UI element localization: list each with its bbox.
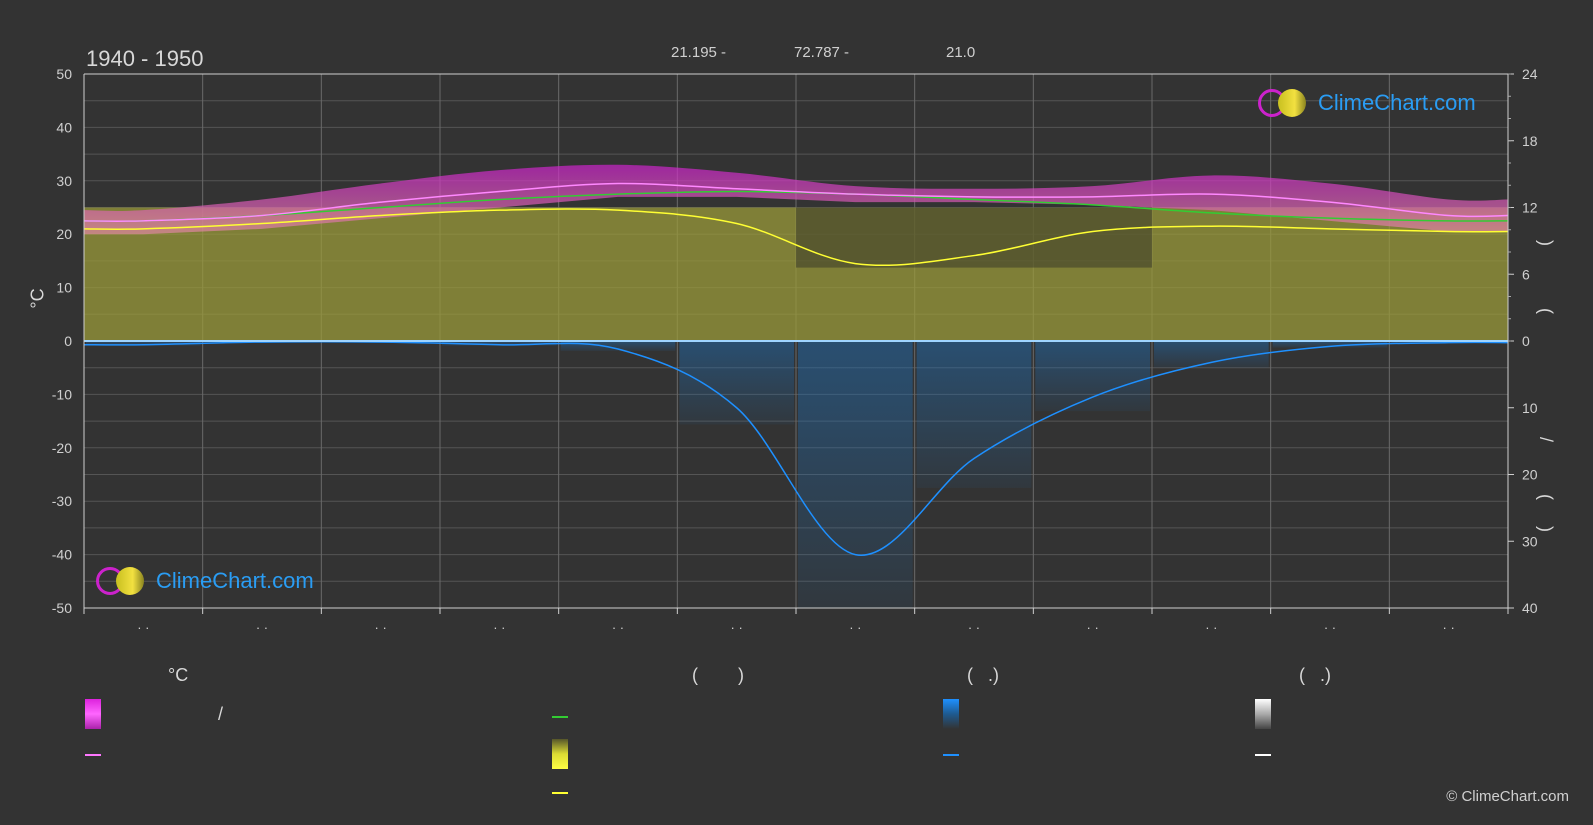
- logo-top[interactable]: ClimeChart.com: [1258, 86, 1476, 120]
- legend-snow-head: ( .): [1299, 665, 1331, 685]
- right-tick-label-hours: 6: [1522, 266, 1530, 282]
- sunshine-shade: [914, 207, 1034, 268]
- precip-bar: [679, 341, 794, 425]
- logo-top-text: ClimeChart.com: [1318, 90, 1476, 115]
- legend-temperature-head: °C: [168, 665, 189, 685]
- month-label: · ·: [1324, 620, 1336, 635]
- legend-snow-swatch: [1255, 699, 1271, 729]
- logo-icon: [1258, 86, 1314, 120]
- left-tick-label: 50: [56, 66, 72, 82]
- legend-sun-head: ( ): [692, 665, 744, 685]
- precip-bar: [560, 341, 676, 352]
- legend-temp-slash: /: [218, 704, 224, 724]
- right-tick-label-hours: 0: [1522, 333, 1530, 349]
- month-label: · ·: [1443, 620, 1455, 635]
- precip-bar: [1272, 341, 1388, 348]
- temp-mean-line: [84, 182, 1508, 222]
- left-tick-label: 30: [56, 173, 72, 189]
- month-label: · ·: [612, 620, 624, 635]
- left-tick-label: 40: [56, 119, 72, 135]
- legend-snow-line-swatch: [1255, 754, 1271, 756]
- left-tick-label: -40: [52, 547, 72, 563]
- legend-rain-head: ( .): [967, 665, 999, 685]
- sunshine-shade: [796, 207, 915, 268]
- precip-bar: [1035, 341, 1150, 412]
- right-tick-label-mm: 30: [1522, 533, 1538, 549]
- left-tick-label: -10: [52, 386, 72, 402]
- elevation-label: 21.0: [946, 44, 976, 61]
- legend-rain-swatch: [943, 699, 959, 729]
- precip-bar: [916, 341, 1032, 488]
- right-tick-label-mm: 40: [1522, 600, 1538, 616]
- legend-sunshine-swatch: [552, 739, 568, 769]
- precip-bar: [798, 341, 913, 608]
- month-label: · ·: [968, 620, 980, 635]
- right-axis-label-2: (: [1536, 308, 1556, 314]
- logo-bottom-text: ClimeChart.com: [156, 568, 314, 593]
- right-tick-label-mm: 10: [1522, 400, 1538, 416]
- sunshine-line: [84, 208, 1508, 267]
- longitude-label: 72.787 -: [794, 44, 850, 61]
- logo-bottom[interactable]: ClimeChart.com: [96, 564, 314, 598]
- month-label: · ·: [493, 620, 505, 635]
- month-label: · ·: [1087, 620, 1099, 635]
- logo-icon: [96, 564, 152, 598]
- left-tick-label: 20: [56, 226, 72, 242]
- right-axis-label-3: /: [1536, 437, 1556, 443]
- left-tick-label: 0: [64, 333, 72, 349]
- right-tick-label-mm: 20: [1522, 467, 1538, 483]
- precip-bar: [1154, 341, 1269, 368]
- left-tick-label: -50: [52, 600, 72, 616]
- left-axis-unit: °C: [27, 288, 48, 309]
- legend-rain-line-swatch: [943, 754, 959, 756]
- legend-temp-mean-swatch: [85, 754, 101, 756]
- month-label: · ·: [731, 620, 743, 635]
- temperature-band: [84, 164, 1508, 235]
- right-axis-label-5: ): [1536, 526, 1556, 532]
- right-tick-label-hours: 18: [1522, 133, 1538, 149]
- month-label: · ·: [1205, 620, 1217, 635]
- right-axis-label-4: (: [1536, 494, 1556, 500]
- left-tick-label: -30: [52, 493, 72, 509]
- left-tick-label: 10: [56, 280, 72, 296]
- precip-bar: [86, 341, 201, 346]
- right-tick-label-hours: 24: [1522, 66, 1538, 82]
- data-layer: [84, 164, 1508, 608]
- right-tick-label-hours: 12: [1522, 200, 1538, 216]
- month-label: · ·: [256, 620, 268, 635]
- month-label: · ·: [137, 620, 149, 635]
- axes: 50 40 30 20 10 0 -10 -20 -30 -40 -50 24 18 12 6 0 10 20 30…: [52, 66, 1538, 635]
- latitude-label: 21.195 -: [671, 44, 727, 61]
- month-label: · ·: [849, 620, 861, 635]
- legend-temp-range-swatch: [85, 699, 101, 729]
- legend-sunshine-line-swatch: [552, 792, 568, 794]
- sunshine-shade: [1033, 207, 1152, 268]
- legend-daylight-swatch: [552, 716, 568, 718]
- month-label: · ·: [375, 620, 387, 635]
- period-title: 1940 - 1950: [86, 46, 204, 71]
- copyright: © ClimeChart.com: [1446, 788, 1569, 805]
- precip-bar: [442, 341, 557, 346]
- left-tick-label: -20: [52, 440, 72, 456]
- right-axis-label-1: ): [1536, 240, 1556, 246]
